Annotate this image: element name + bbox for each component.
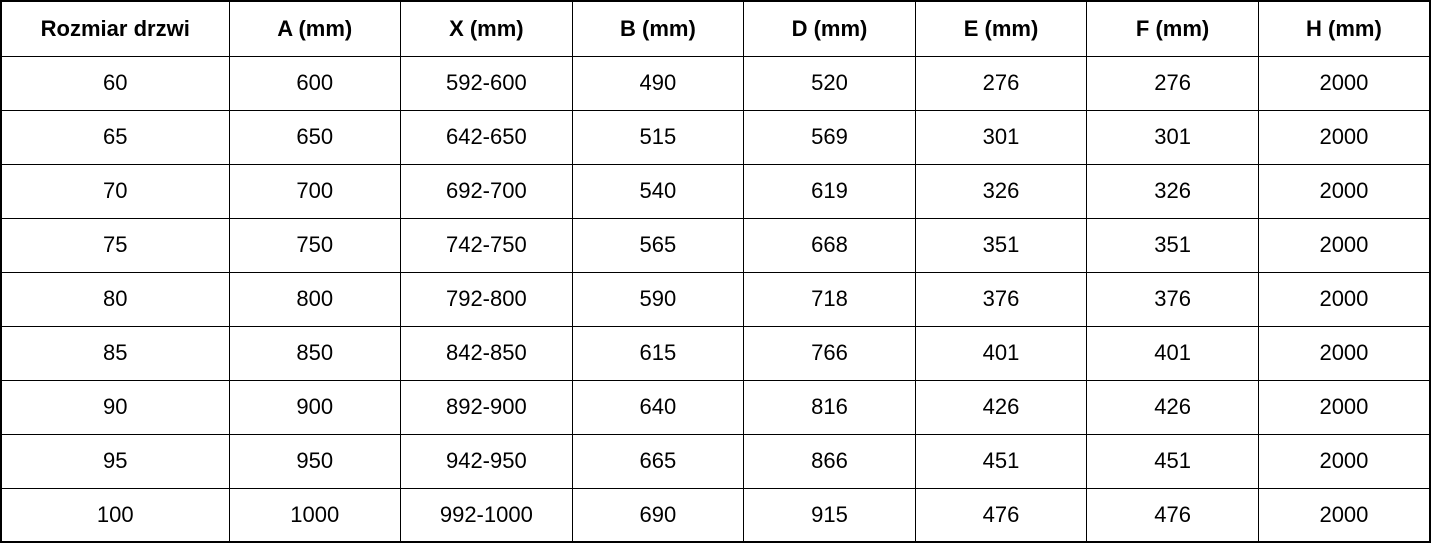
table-cell: 540 (571, 163, 745, 219)
table-cell: 451 (914, 433, 1088, 489)
table-cell: 326 (1086, 163, 1259, 219)
table-cell: 600 (228, 55, 402, 111)
table-cell: 565 (571, 217, 745, 273)
header-row: Rozmiar drzwi A (mm) X (mm) B (mm) D (mm) E (… (0, 0, 1431, 57)
table-cell: 842-850 (400, 325, 573, 381)
table-cell: 351 (914, 217, 1088, 273)
table-header: Rozmiar drzwi A (mm) X (mm) B (mm) D (mm) E (… (0, 0, 1431, 57)
table-cell: 376 (1086, 271, 1259, 327)
table-cell: 476 (1086, 487, 1259, 543)
table-cell: 276 (1086, 55, 1259, 111)
table-cell: 592-600 (400, 55, 573, 111)
table-cell: 750 (228, 217, 402, 273)
table-row: 95 950 942-950 665 866 451 451 2000 (0, 433, 1431, 489)
table-cell: 850 (228, 325, 402, 381)
column-header: B (mm) (571, 0, 745, 57)
table-cell: 301 (1086, 109, 1259, 165)
table-cell: 800 (228, 271, 402, 327)
table-cell: 401 (914, 325, 1088, 381)
table-cell: 668 (743, 217, 916, 273)
table-cell: 351 (1086, 217, 1259, 273)
table-cell: 2000 (1257, 217, 1431, 273)
table-row: 60 600 592-600 490 520 276 276 2000 (0, 55, 1431, 111)
table-cell: 75 (0, 217, 230, 273)
table-cell: 1000 (228, 487, 402, 543)
table-row: 70 700 692-700 540 619 326 326 2000 (0, 163, 1431, 219)
table-cell: 816 (743, 379, 916, 435)
column-header: D (mm) (743, 0, 916, 57)
table-cell: 490 (571, 55, 745, 111)
column-header: F (mm) (1086, 0, 1259, 57)
table-cell: 2000 (1257, 109, 1431, 165)
column-header: E (mm) (914, 0, 1088, 57)
table-cell: 476 (914, 487, 1088, 543)
table-cell: 642-650 (400, 109, 573, 165)
table-row: 75 750 742-750 565 668 351 351 2000 (0, 217, 1431, 273)
table-cell: 95 (0, 433, 230, 489)
table-cell: 90 (0, 379, 230, 435)
table-cell: 950 (228, 433, 402, 489)
table-row: 100 1000 992-1000 690 915 476 476 2000 (0, 487, 1431, 543)
table-cell: 915 (743, 487, 916, 543)
table-cell: 70 (0, 163, 230, 219)
table-cell: 792-800 (400, 271, 573, 327)
table-cell: 100 (0, 487, 230, 543)
table-cell: 742-750 (400, 217, 573, 273)
table-row: 90 900 892-900 640 816 426 426 2000 (0, 379, 1431, 435)
table-cell: 2000 (1257, 487, 1431, 543)
table-cell: 718 (743, 271, 916, 327)
table-cell: 866 (743, 433, 916, 489)
table-cell: 2000 (1257, 55, 1431, 111)
table-cell: 892-900 (400, 379, 573, 435)
table-cell: 900 (228, 379, 402, 435)
table-cell: 2000 (1257, 379, 1431, 435)
table-cell: 650 (228, 109, 402, 165)
table-cell: 569 (743, 109, 916, 165)
table-cell: 2000 (1257, 271, 1431, 327)
table-cell: 401 (1086, 325, 1259, 381)
table-cell: 326 (914, 163, 1088, 219)
table-cell: 276 (914, 55, 1088, 111)
table-cell: 2000 (1257, 433, 1431, 489)
table-cell: 80 (0, 271, 230, 327)
table-cell: 690 (571, 487, 745, 543)
table-cell: 426 (914, 379, 1088, 435)
table-cell: 426 (1086, 379, 1259, 435)
column-header: H (mm) (1257, 0, 1431, 57)
table-row: 65 650 642-650 515 569 301 301 2000 (0, 109, 1431, 165)
table-cell: 992-1000 (400, 487, 573, 543)
table-cell: 615 (571, 325, 745, 381)
table-cell: 766 (743, 325, 916, 381)
column-header: Rozmiar drzwi (0, 0, 230, 57)
table-cell: 2000 (1257, 163, 1431, 219)
column-header: A (mm) (228, 0, 402, 57)
table-cell: 942-950 (400, 433, 573, 489)
table-cell: 376 (914, 271, 1088, 327)
table-cell: 619 (743, 163, 916, 219)
table-cell: 515 (571, 109, 745, 165)
table-cell: 60 (0, 55, 230, 111)
table-cell: 665 (571, 433, 745, 489)
table-cell: 520 (743, 55, 916, 111)
table-cell: 2000 (1257, 325, 1431, 381)
column-header: X (mm) (400, 0, 573, 57)
table-cell: 640 (571, 379, 745, 435)
table-cell: 65 (0, 109, 230, 165)
table-cell: 451 (1086, 433, 1259, 489)
table-row: 80 800 792-800 590 718 376 376 2000 (0, 271, 1431, 327)
table-cell: 700 (228, 163, 402, 219)
table-row: 85 850 842-850 615 766 401 401 2000 (0, 325, 1431, 381)
table-cell: 301 (914, 109, 1088, 165)
table-body: 60 600 592-600 490 520 276 276 2000 65 650 642-650… (0, 55, 1431, 543)
table-cell: 85 (0, 325, 230, 381)
table-cell: 590 (571, 271, 745, 327)
table-cell: 692-700 (400, 163, 573, 219)
